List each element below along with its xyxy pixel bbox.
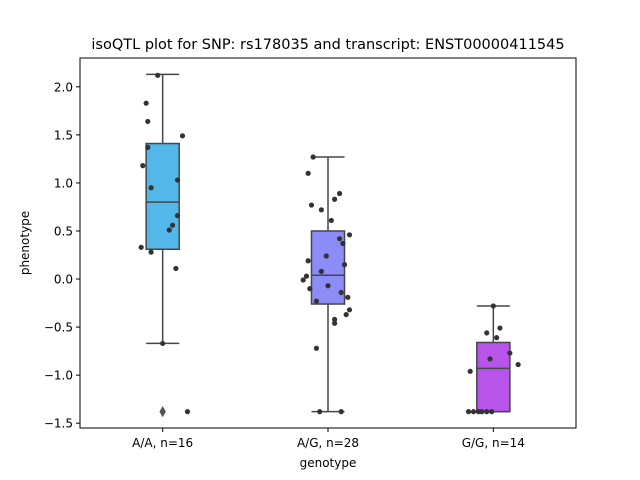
y-axis-label: phenotype	[18, 211, 32, 275]
data-point	[336, 236, 343, 242]
box	[145, 142, 180, 250]
data-point	[317, 409, 323, 415]
data-point	[148, 185, 154, 191]
y-tick-label: −1.5	[44, 417, 73, 431]
data-point	[145, 118, 151, 125]
data-point	[169, 222, 176, 228]
y-tick-label: 1.5	[54, 128, 73, 142]
x-tick-label: G/G, n=14	[462, 436, 525, 450]
box-group-3	[476, 305, 511, 413]
data-point	[332, 196, 338, 202]
data-point	[174, 213, 181, 219]
plot-area	[138, 72, 521, 418]
data-point	[323, 253, 329, 259]
data-point	[479, 409, 485, 415]
data-point	[308, 202, 315, 208]
data-point	[340, 240, 346, 247]
points-group-3	[465, 303, 521, 415]
data-point	[305, 170, 311, 176]
y-tick-label: 0.0	[54, 273, 73, 287]
data-point	[140, 163, 146, 169]
x-tick-label: A/G, n=28	[297, 436, 359, 450]
points-group-2	[300, 154, 353, 415]
data-point	[138, 244, 144, 250]
points-group-1	[138, 72, 191, 415]
y-tick-label: −1.0	[44, 369, 73, 383]
data-point	[318, 207, 324, 213]
box-group-1	[145, 73, 180, 418]
data-point	[313, 298, 320, 304]
data-point	[173, 265, 179, 272]
data-point	[307, 286, 313, 292]
data-point	[497, 325, 503, 331]
data-point	[484, 330, 490, 336]
data-point	[345, 294, 351, 300]
data-point	[328, 217, 334, 224]
y-tick-label: 2.0	[54, 80, 73, 94]
data-point	[332, 320, 338, 326]
y-tick-label: 1.0	[54, 176, 73, 190]
data-point	[465, 409, 472, 415]
x-axis: A/A, n=16 A/G, n=28 G/G, n=14	[132, 428, 525, 450]
data-point	[155, 72, 161, 78]
data-point	[484, 409, 490, 415]
data-point	[489, 409, 495, 415]
data-point	[318, 268, 324, 274]
data-point	[336, 190, 343, 197]
data-point	[313, 345, 320, 351]
data-point	[346, 232, 353, 238]
data-point	[166, 227, 172, 233]
data-point	[470, 409, 477, 415]
data-point	[160, 340, 166, 347]
data-point	[487, 356, 493, 362]
chart-title: isoQTL plot for SNP: rs178035 and transc…	[91, 37, 564, 53]
y-tick-label: 0.5	[54, 224, 73, 238]
data-point	[346, 307, 353, 313]
data-point	[467, 368, 473, 374]
data-point	[174, 177, 181, 183]
data-point	[148, 249, 154, 255]
data-point	[332, 316, 338, 323]
data-point	[338, 409, 344, 415]
y-tick-label: −0.5	[44, 321, 73, 335]
data-point	[338, 289, 344, 296]
data-point	[490, 303, 496, 309]
data-point	[515, 361, 521, 368]
x-tick-label: A/A, n=16	[132, 436, 193, 450]
box	[476, 341, 511, 413]
outlier-marker	[159, 405, 166, 418]
data-point	[184, 409, 191, 415]
data-point	[145, 144, 151, 150]
data-point	[300, 277, 306, 283]
data-point	[507, 350, 513, 356]
x-axis-label: genotype	[300, 456, 357, 470]
y-axis: −1.5 −1.0 −0.5 0.0 0.5 1.0 1.5 2.0	[44, 80, 80, 431]
data-point	[143, 100, 149, 106]
data-point	[303, 273, 310, 279]
data-point	[341, 262, 348, 268]
data-point	[325, 283, 331, 289]
data-point	[310, 154, 316, 160]
data-point	[179, 133, 186, 139]
data-point	[343, 311, 349, 318]
data-point	[305, 258, 311, 264]
data-point	[494, 335, 500, 341]
